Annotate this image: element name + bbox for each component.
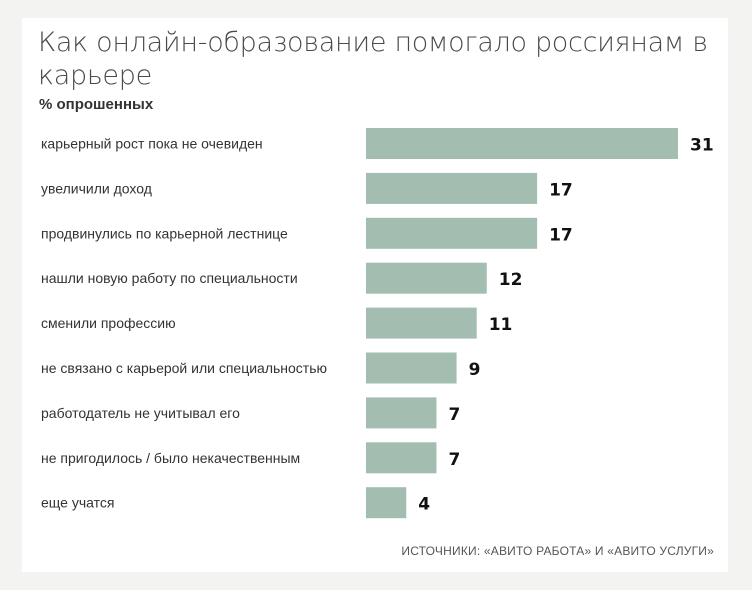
bar bbox=[366, 352, 457, 384]
value-label: 17 bbox=[549, 225, 573, 245]
category-label: карьерный рост пока не очевиден bbox=[41, 136, 263, 152]
value-label: 4 bbox=[418, 495, 430, 515]
category-label: увеличили доход bbox=[41, 180, 152, 196]
bar bbox=[366, 217, 538, 249]
value-label: 11 bbox=[489, 315, 513, 335]
category-label: продвинулись по карьерной лестнице bbox=[41, 225, 288, 241]
value-label: 7 bbox=[448, 450, 460, 470]
bar bbox=[366, 442, 437, 474]
category-label: нашли новую работу по специальности bbox=[41, 270, 298, 286]
value-label: 31 bbox=[690, 136, 714, 156]
chart-title: Как онлайн-образование помогало россияна… bbox=[38, 27, 708, 91]
category-label: еще учатся bbox=[41, 495, 114, 511]
category-label: работодатель не учитывал его bbox=[41, 405, 240, 421]
value-label: 9 bbox=[469, 360, 481, 380]
value-label: 12 bbox=[499, 270, 523, 290]
value-label: 7 bbox=[448, 405, 460, 425]
bar-chart: карьерный рост пока не очевиден 31 увеличи… bbox=[41, 128, 714, 519]
category-label: сменили профессию bbox=[41, 315, 176, 331]
source-note: ИСТОЧНИКИ: «АВИТО РАБОТА» И «АВИТО УСЛУГ… bbox=[401, 544, 714, 558]
chart-subtitle: % опрошенных bbox=[39, 96, 154, 113]
bar bbox=[366, 128, 678, 159]
category-label: не связано с карьерой или специальностью bbox=[41, 360, 327, 376]
value-label: 17 bbox=[549, 180, 573, 200]
bar bbox=[366, 397, 437, 429]
bar bbox=[366, 262, 487, 294]
category-label: не пригодилось / было некачественным bbox=[41, 450, 300, 466]
bar bbox=[366, 487, 407, 519]
chart-card: Как онлайн-образование помогало россияна… bbox=[22, 18, 728, 572]
bar bbox=[366, 307, 477, 339]
bar bbox=[366, 172, 538, 204]
